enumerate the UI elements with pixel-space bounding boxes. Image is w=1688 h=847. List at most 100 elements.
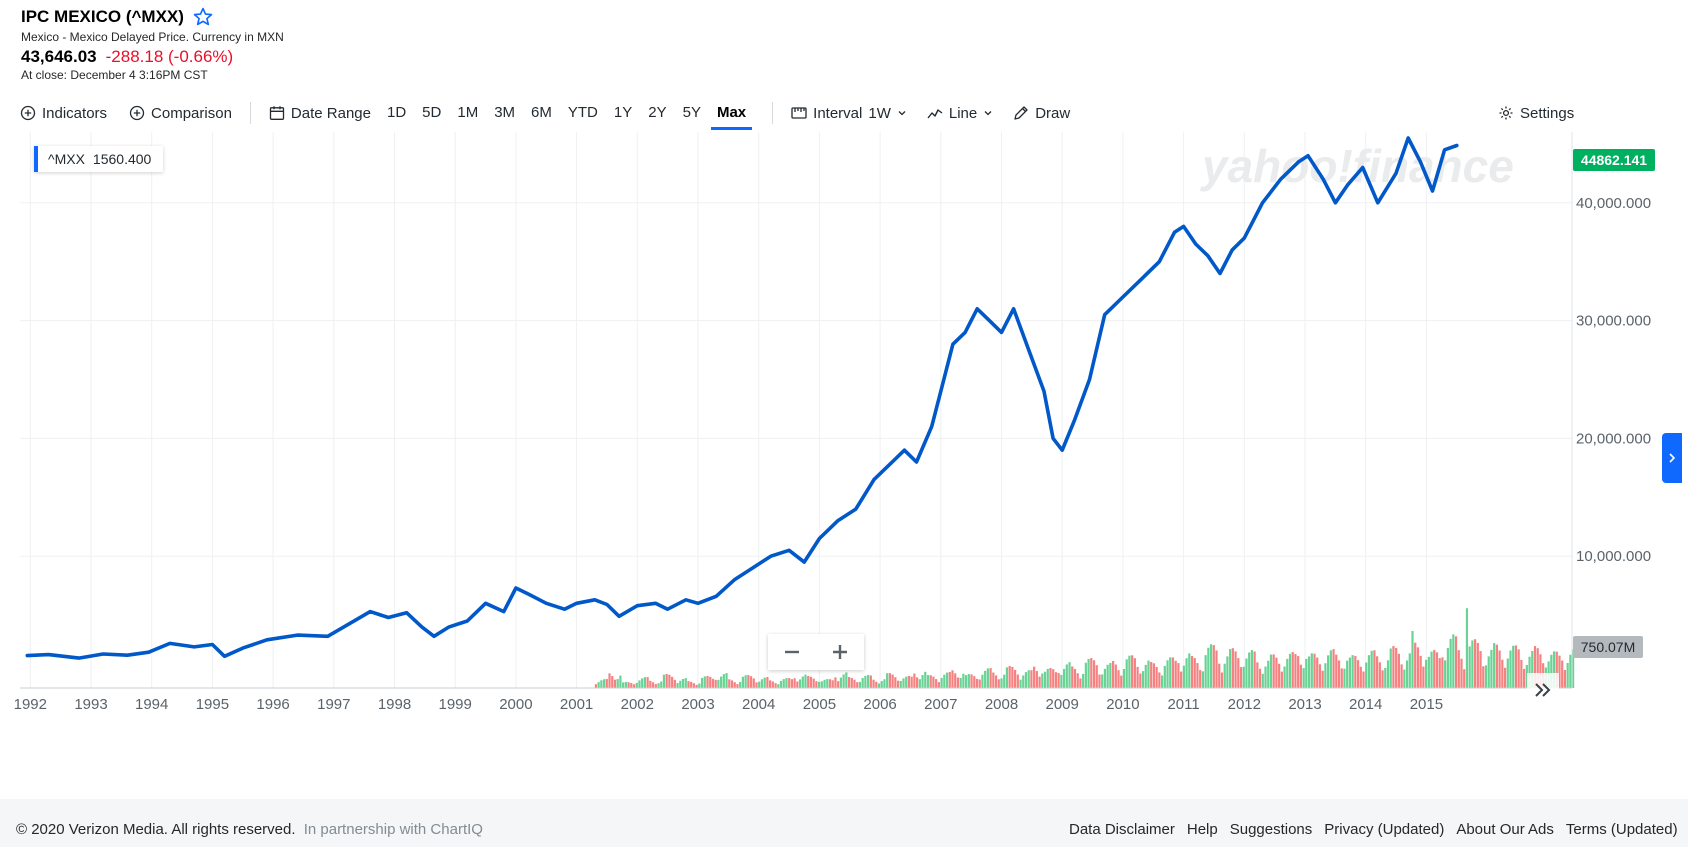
volume-bar xyxy=(899,680,902,688)
volume-bar xyxy=(1272,654,1275,688)
side-panel-toggle[interactable] xyxy=(1662,433,1682,483)
price-chart[interactable]: yahoo!finance 1992 1993 1994 1995 1996 1997 19… xyxy=(0,132,1688,712)
volume-bar xyxy=(1019,679,1022,688)
volume-bar xyxy=(973,676,976,688)
settings-button[interactable]: Settings xyxy=(1498,105,1574,122)
volume-bar xyxy=(747,675,750,688)
volume-bar xyxy=(769,680,772,688)
volume-bar xyxy=(809,676,813,688)
volume-bar xyxy=(720,676,723,688)
x-tick-label: 2002 xyxy=(621,696,654,712)
volume-bar xyxy=(733,682,736,688)
volume-bar xyxy=(600,680,603,688)
footer-link-suggestions[interactable]: Suggestions xyxy=(1229,821,1313,838)
range-1y[interactable]: 1Y xyxy=(613,104,633,121)
range-5d[interactable]: 5D xyxy=(422,104,442,121)
volume-bar xyxy=(845,672,848,688)
volume-bar xyxy=(744,675,747,688)
volume-bar xyxy=(1237,658,1240,688)
series-legend[interactable]: ^MXX 1560.400 xyxy=(34,146,164,172)
volume-bar xyxy=(1528,656,1531,688)
range-2y[interactable]: 2Y xyxy=(648,104,667,121)
volume-bar xyxy=(1563,669,1567,688)
volume-bar xyxy=(1365,662,1368,688)
range-3m[interactable]: 3M xyxy=(494,104,516,121)
range-6m[interactable]: 6M xyxy=(531,104,552,121)
volume-bar xyxy=(1245,658,1248,688)
volume-bar xyxy=(1011,666,1014,688)
volume-bar xyxy=(812,678,815,688)
legend-value: 1560.400 xyxy=(92,151,152,167)
volume-bar xyxy=(1400,664,1403,688)
volume-bar xyxy=(1231,648,1234,688)
volume-bar xyxy=(1016,674,1019,688)
volume-bar xyxy=(1275,657,1278,688)
footer-link-help[interactable]: Help xyxy=(1186,821,1218,838)
volume-bar xyxy=(711,678,715,688)
date-range-button[interactable]: Date Range xyxy=(269,105,371,122)
volume-bar xyxy=(741,676,744,688)
volume-bar xyxy=(736,684,739,688)
footer-link-terms[interactable]: Terms (Updated) xyxy=(1565,821,1678,838)
star-icon[interactable] xyxy=(192,6,214,28)
volume-bar xyxy=(1196,663,1199,688)
range-1m[interactable]: 1M xyxy=(457,104,479,121)
volume-bar xyxy=(847,677,851,688)
volume-bar xyxy=(1501,659,1504,688)
volume-bar xyxy=(630,683,633,688)
volume-bar xyxy=(896,680,900,688)
range-ytd[interactable]: YTD xyxy=(567,104,598,121)
volume-bar xyxy=(1416,647,1420,688)
draw-button[interactable]: Draw xyxy=(1013,105,1070,122)
volume-bar xyxy=(839,677,842,688)
volume-bar xyxy=(793,678,796,688)
x-tick-label: 2013 xyxy=(1288,696,1321,712)
volume-bar xyxy=(1128,655,1131,688)
footer-link-data-disclaimer[interactable]: Data Disclaimer xyxy=(1069,821,1175,838)
volume-bar xyxy=(1253,651,1256,688)
range-5y[interactable]: 5Y xyxy=(682,104,701,121)
volume-bar xyxy=(1465,608,1469,688)
volume-bar xyxy=(867,675,870,688)
volume-bar xyxy=(1495,644,1498,688)
volume-bar xyxy=(725,673,728,688)
volume-bar xyxy=(1337,660,1341,688)
toolbar-divider xyxy=(249,102,251,124)
volume-bar xyxy=(1160,675,1164,688)
footer-link-about-ads[interactable]: About Our Ads xyxy=(1456,821,1554,838)
volume-bar xyxy=(1090,658,1093,688)
interval-dropdown[interactable]: Interval 1W xyxy=(791,105,907,122)
volume-bar xyxy=(910,676,913,688)
volume-bar xyxy=(690,681,693,688)
volume-bar xyxy=(679,680,682,688)
x-tick-label: 1993 xyxy=(74,696,107,712)
chart-type-dropdown[interactable]: Line xyxy=(927,105,993,122)
zoom-out-button[interactable] xyxy=(768,634,816,670)
volume-bar xyxy=(1386,660,1390,688)
volume-bar xyxy=(1457,650,1460,688)
volume-bar xyxy=(1288,653,1292,688)
footer-link-privacy[interactable]: Privacy (Updated) xyxy=(1324,821,1445,838)
volume-bars xyxy=(594,608,1575,688)
volume-bar xyxy=(1242,666,1245,688)
volume-bar xyxy=(826,679,829,688)
volume-bar xyxy=(1479,651,1482,688)
range-max[interactable]: Max xyxy=(709,100,754,130)
expand-button[interactable] xyxy=(1527,673,1559,707)
zoom-in-button[interactable] xyxy=(816,634,864,670)
indicators-button[interactable]: Indicators xyxy=(20,105,107,122)
volume-bar xyxy=(926,675,930,688)
volume-bar xyxy=(1395,647,1398,688)
volume-bar xyxy=(978,679,981,688)
last-price-badge: 44862.141 xyxy=(1573,149,1655,171)
volume-bar xyxy=(1493,643,1496,688)
comparison-button[interactable]: Comparison xyxy=(129,105,232,122)
volume-bar xyxy=(1147,660,1150,688)
volume-bar xyxy=(1278,663,1281,688)
volume-bar xyxy=(1498,650,1501,688)
volume-bar xyxy=(1158,672,1161,688)
volume-bar xyxy=(1033,666,1036,688)
x-tick-label: 2009 xyxy=(1046,696,1079,712)
volume-bar xyxy=(777,684,780,688)
range-1d[interactable]: 1D xyxy=(386,104,407,121)
